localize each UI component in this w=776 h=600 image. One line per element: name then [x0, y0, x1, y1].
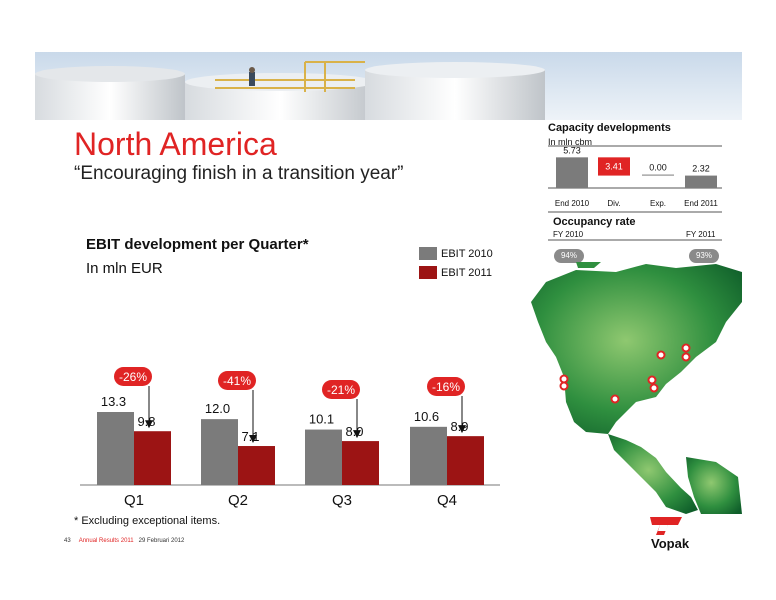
data-label-2010-q2: 12.0 [205, 401, 230, 416]
footer-title: Annual Results 2011 [78, 538, 134, 544]
occupancy-title: Occupancy rate [553, 216, 636, 228]
legend-item-2011: EBIT 2011 [419, 266, 492, 279]
footer-page-number: 43 [64, 538, 71, 544]
change-arrow-head-q4 [458, 425, 466, 434]
legend-swatch-2011 [419, 266, 437, 279]
change-label-q1: -26% [119, 370, 147, 384]
data-label-2010-q3: 10.1 [309, 412, 334, 427]
data-label-2010-q4: 10.6 [414, 409, 439, 424]
bar-2011-q3 [342, 441, 379, 485]
legend-item-2010: EBIT 2010 [419, 247, 493, 260]
page-subtitle: “Encouraging finish in a transition year… [74, 163, 404, 184]
legend-label-2010: EBIT 2010 [441, 247, 493, 260]
legend-label-2011: EBIT 2011 [441, 266, 492, 279]
terminal-markers [559, 343, 691, 404]
change-badge-q1 [114, 367, 152, 386]
chart-unit: In mln EUR [86, 260, 163, 277]
bar-2010-q3 [305, 429, 342, 485]
capacity-title: Capacity developments [548, 122, 671, 134]
bar-2010-q1 [97, 412, 134, 485]
x-tick-label-q2: Q2 [228, 492, 248, 509]
x-tick-label-q4: Q4 [437, 492, 457, 509]
bar-2011-q1 [134, 431, 171, 485]
change-label-q4: -16% [432, 380, 460, 394]
vopak-logo-icon [650, 517, 682, 535]
x-tick-label-q3: Q3 [332, 492, 352, 509]
bar-2010-q4 [410, 426, 447, 485]
change-badge-q4 [427, 377, 465, 396]
vopak-logo-text: Vopak [651, 536, 690, 551]
footer: 43 Annual Results 2011 29 Februari 2012 [64, 538, 184, 544]
capacity-unit: In mln cbm [548, 137, 593, 147]
occupancy-2011-badge: 93% [689, 249, 719, 263]
legend-swatch-2010 [419, 247, 437, 260]
north-america-map [531, 262, 742, 514]
bar-2010-q2 [201, 419, 238, 485]
change-arrow-head-q1 [145, 420, 153, 429]
change-label-q3: -21% [327, 383, 355, 397]
x-tick-label-q1: Q1 [124, 492, 144, 509]
change-badge-q3 [322, 380, 360, 399]
footnote: * Excluding exceptional items. [74, 515, 221, 527]
banner-photo [35, 52, 742, 120]
data-label-2010-q1: 13.3 [101, 394, 126, 409]
page-title: North America [74, 126, 277, 162]
change-arrow-head-q3 [353, 430, 361, 439]
bar-2011-q4 [447, 436, 484, 485]
change-label-q2: -41% [223, 374, 251, 388]
change-badge-q2 [218, 371, 256, 390]
occupancy-left-label: FY 2010 [553, 230, 584, 239]
bar-2011-q2 [238, 446, 275, 485]
footer-date: 29 Februari 2012 [138, 538, 185, 544]
change-arrow-head-q2 [249, 435, 257, 444]
occupancy-right-label: FY 2011 [686, 230, 716, 239]
chart-title: EBIT development per Quarter* [86, 236, 309, 253]
occupancy-2010-badge: 94% [554, 249, 584, 263]
